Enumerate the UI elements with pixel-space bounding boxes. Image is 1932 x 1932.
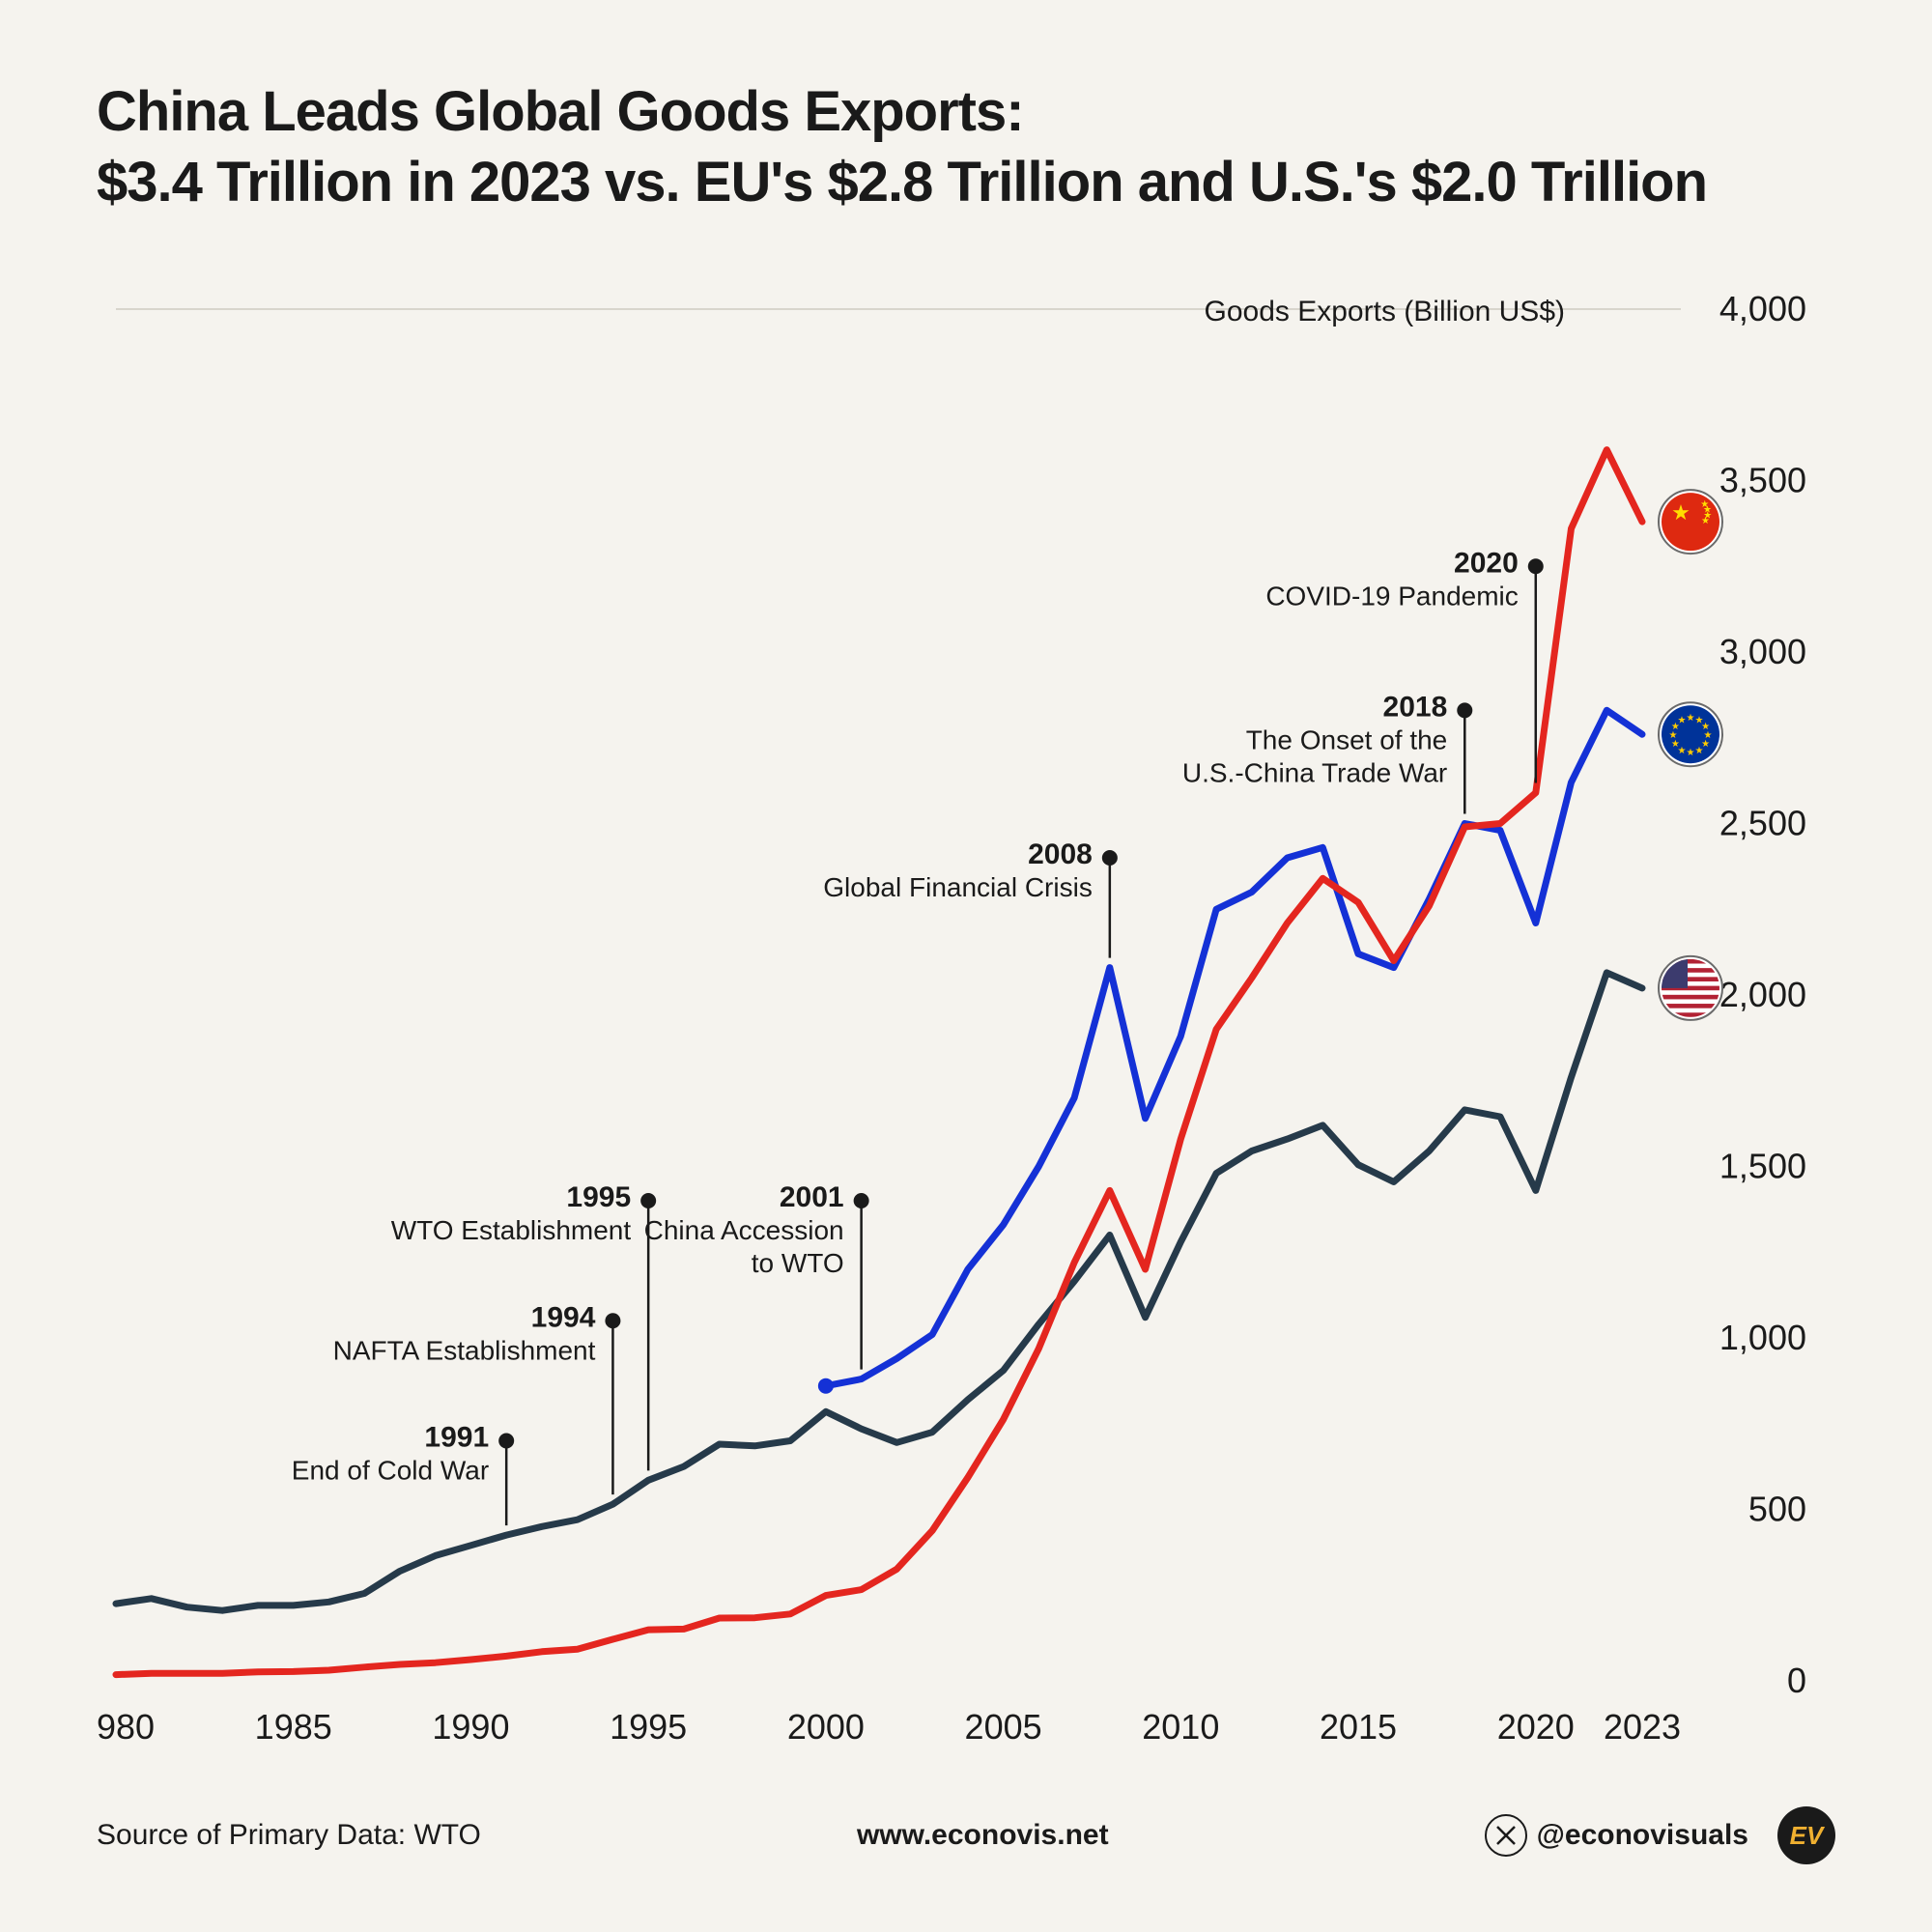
x-tick-label: 2023 (1604, 1707, 1681, 1747)
x-tick-label: 1995 (610, 1707, 687, 1747)
eu-start-dot (818, 1378, 834, 1394)
us-flag-icon (1658, 955, 1723, 1021)
annotation-dot-icon (1528, 558, 1544, 574)
x-tick-label: 1980 (97, 1707, 155, 1747)
title-line-1: China Leads Global Goods Exports: (97, 77, 1707, 148)
svg-text:★: ★ (1701, 516, 1710, 526)
annotation-text: China Accession (644, 1215, 844, 1245)
annotation-year: 2018 (1383, 691, 1448, 723)
social-handle: @econovisuals (1485, 1814, 1748, 1857)
x-tick-label: 2020 (1497, 1707, 1575, 1747)
x-tick-label: 1990 (432, 1707, 509, 1747)
ev-logo-icon: EV (1777, 1806, 1835, 1864)
annotation-dot-icon (640, 1193, 656, 1208)
x-tick-label: 1985 (255, 1707, 332, 1747)
y-tick-label: 0 (1787, 1661, 1806, 1700)
annotation-text: WTO Establishment (391, 1215, 632, 1245)
annotation-year: 2001 (780, 1181, 844, 1213)
annotation-year: 1995 (566, 1181, 631, 1213)
title-line-2: $3.4 Trillion in 2023 vs. EU's $2.8 Tril… (97, 148, 1707, 218)
y-tick-label: 2,000 (1719, 975, 1806, 1014)
annotation-year: 1994 (531, 1301, 596, 1333)
y-tick-label: 3,500 (1719, 461, 1806, 500)
annotation-dot-icon (854, 1193, 869, 1208)
annotation-year: 2008 (1028, 838, 1093, 870)
y-tick-label: 500 (1748, 1490, 1806, 1529)
annotation-year: 2020 (1454, 547, 1519, 579)
annotation-text: COVID-19 Pandemic (1265, 581, 1518, 611)
china-line (116, 450, 1642, 1675)
svg-text:★: ★ (1678, 716, 1687, 726)
y-tick-label: 1,000 (1719, 1318, 1806, 1357)
source-text: Source of Primary Data: WTO (97, 1819, 481, 1852)
site-url: www.econovis.net (857, 1819, 1109, 1852)
y-tick-label: 2,500 (1719, 804, 1806, 843)
us-line (116, 973, 1642, 1610)
x-icon (1485, 1814, 1527, 1857)
svg-text:★: ★ (1687, 713, 1695, 724)
handle-text: @econovisuals (1537, 1819, 1748, 1852)
annotation-text: Global Financial Crisis (823, 872, 1093, 902)
annotation-dot-icon (1457, 702, 1472, 718)
china-flag-icon: ★★★★★ (1658, 489, 1723, 554)
annotation-dot-icon (498, 1434, 514, 1449)
svg-text:★: ★ (1687, 748, 1695, 758)
x-tick-label: 2005 (965, 1707, 1042, 1747)
x-tick-label: 2010 (1142, 1707, 1219, 1747)
annotation-text: End of Cold War (292, 1456, 489, 1486)
annotation-text: to WTO (752, 1248, 844, 1278)
annotation-text: U.S.-China Trade War (1182, 757, 1447, 787)
chart-title: China Leads Global Goods Exports: $3.4 T… (97, 77, 1707, 217)
y-tick-label: 1,500 (1719, 1147, 1806, 1186)
annotation-dot-icon (605, 1313, 620, 1328)
svg-text:★: ★ (1671, 500, 1690, 525)
annotation-text: The Onset of the (1246, 724, 1448, 754)
eu-line (826, 710, 1642, 1385)
y-axis-label: Goods Exports (Billion US$) (1205, 296, 1565, 327)
y-tick-label: 3,000 (1719, 632, 1806, 671)
annotation-year: 1991 (424, 1422, 489, 1454)
x-tick-label: 2000 (787, 1707, 865, 1747)
y-tick-label: 4,000 (1719, 289, 1806, 328)
eu-flag-icon: ★★★★★★★★★★★★ (1658, 701, 1723, 767)
annotation-text: NAFTA Establishment (333, 1335, 596, 1365)
footer: Source of Primary Data: WTO www.econovis… (97, 1806, 1835, 1864)
svg-text:★: ★ (1695, 746, 1704, 756)
x-tick-label: 2015 (1320, 1707, 1397, 1747)
annotation-dot-icon (1102, 850, 1118, 866)
exports-line-chart: 0 500 1,000 1,500 2,000 2,500 3,000 3,500 4,000 G… (97, 280, 1835, 1768)
